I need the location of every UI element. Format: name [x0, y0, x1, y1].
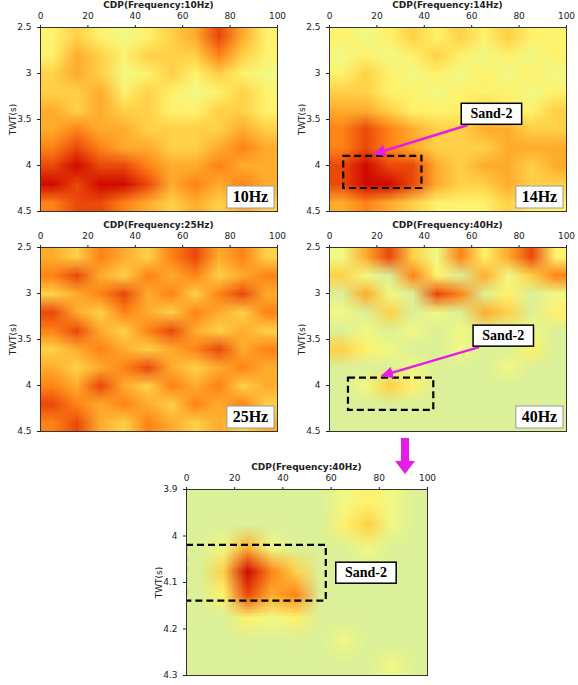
svg-text:3.9: 3.9	[163, 484, 178, 494]
svg-text:0: 0	[327, 11, 333, 21]
svg-text:100: 100	[419, 473, 436, 483]
svg-text:Sand-2: Sand-2	[482, 328, 524, 343]
svg-text:40: 40	[130, 11, 142, 21]
svg-text:3.5: 3.5	[306, 114, 320, 124]
svg-text:4.5: 4.5	[17, 426, 31, 435]
svg-text:4: 4	[26, 380, 32, 390]
svg-text:100: 100	[558, 231, 575, 241]
svg-text:4.2: 4.2	[163, 624, 177, 634]
svg-text:2.5: 2.5	[17, 242, 31, 252]
svg-text:80: 80	[513, 11, 525, 21]
svg-text:20: 20	[82, 11, 94, 21]
svg-text:4.1: 4.1	[163, 577, 177, 587]
svg-text:2.5: 2.5	[306, 242, 320, 252]
svg-text:2.5: 2.5	[306, 22, 320, 32]
svg-text:20: 20	[371, 11, 383, 21]
svg-text:4: 4	[315, 380, 321, 390]
svg-text:4.5: 4.5	[17, 206, 31, 215]
svg-text:4.5: 4.5	[306, 206, 320, 215]
svg-text:60: 60	[325, 473, 337, 483]
svg-text:3.5: 3.5	[306, 334, 320, 344]
svg-text:3: 3	[26, 288, 32, 298]
html-text:CDP(Frequency:40Hz): CDP(Frequency:40Hz)	[251, 462, 362, 472]
svg-text:4: 4	[172, 531, 178, 541]
svg-text:3.5: 3.5	[17, 334, 31, 344]
svg-text:20: 20	[229, 473, 241, 483]
svg-text:0: 0	[327, 231, 333, 241]
svg-text:14Hz: 14Hz	[522, 188, 558, 205]
svg-text:100: 100	[269, 11, 286, 21]
svg-text:Sand-2: Sand-2	[345, 565, 387, 580]
svg-text:80: 80	[224, 11, 236, 21]
svg-text:40: 40	[419, 231, 431, 241]
svg-text:4: 4	[26, 160, 32, 170]
svg-text:25Hz: 25Hz	[233, 408, 269, 425]
html-text:CDP(Frequency:25Hz): CDP(Frequency:25Hz)	[103, 220, 214, 230]
svg-text:80: 80	[374, 473, 386, 483]
svg-text:TWT(s): TWT(s)	[297, 104, 307, 137]
svg-text:0: 0	[38, 231, 44, 241]
svg-text:40Hz: 40Hz	[522, 408, 558, 425]
svg-text:TWT(s): TWT(s)	[8, 324, 18, 357]
svg-text:TWT(s): TWT(s)	[8, 104, 18, 137]
svg-text:TWT(s): TWT(s)	[297, 324, 307, 357]
svg-text:100: 100	[269, 231, 286, 241]
svg-text:80: 80	[224, 231, 236, 241]
svg-text:3: 3	[315, 68, 321, 78]
svg-text:10Hz: 10Hz	[233, 188, 269, 205]
svg-text:60: 60	[177, 231, 189, 241]
svg-text:60: 60	[466, 11, 478, 21]
svg-text:40: 40	[419, 11, 431, 21]
svg-text:2.5: 2.5	[17, 22, 31, 32]
svg-text:0: 0	[184, 473, 190, 483]
svg-text:0: 0	[38, 11, 44, 21]
html-text:CDP(Frequency:14Hz): CDP(Frequency:14Hz)	[392, 0, 503, 10]
svg-text:4.5: 4.5	[306, 426, 320, 435]
html-text:CDP(Frequency:40Hz): CDP(Frequency:40Hz)	[392, 220, 503, 230]
svg-text:4: 4	[315, 160, 321, 170]
svg-text:3: 3	[315, 288, 321, 298]
svg-text:20: 20	[82, 231, 94, 241]
svg-text:60: 60	[177, 11, 189, 21]
svg-text:Sand-2: Sand-2	[470, 106, 512, 121]
svg-text:60: 60	[466, 231, 478, 241]
svg-text:TWT(s): TWT(s)	[154, 567, 164, 600]
svg-text:3: 3	[26, 68, 32, 78]
svg-text:40: 40	[277, 473, 289, 483]
svg-text:3.5: 3.5	[17, 114, 31, 124]
svg-text:100: 100	[558, 11, 575, 21]
svg-text:4.3: 4.3	[163, 670, 177, 679]
svg-text:80: 80	[513, 231, 525, 241]
svg-text:20: 20	[371, 231, 383, 241]
html-text:CDP(Frequency:10Hz): CDP(Frequency:10Hz)	[103, 0, 214, 10]
svg-text:40: 40	[130, 231, 142, 241]
